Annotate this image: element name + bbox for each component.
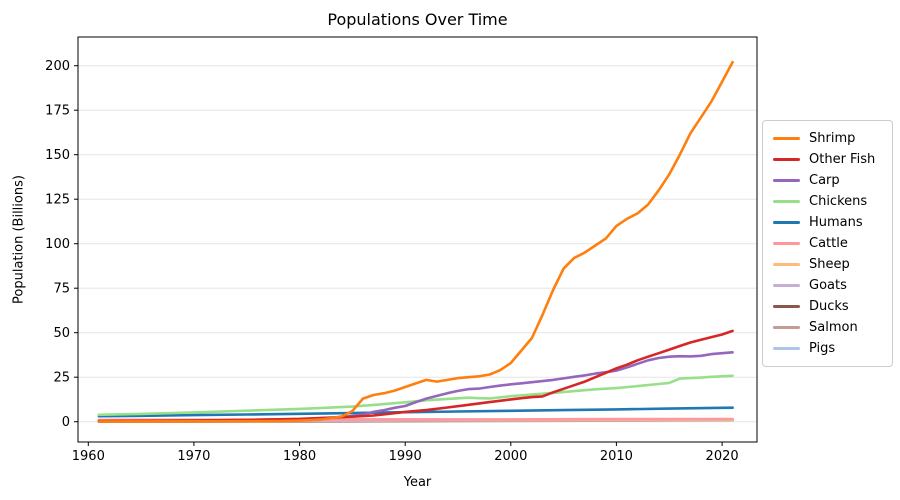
legend-label: Other Fish bbox=[809, 152, 876, 167]
y-tick-label-75: 75 bbox=[53, 282, 70, 297]
y-tick-label-25: 25 bbox=[53, 371, 70, 386]
x-axis-label: Year bbox=[403, 475, 432, 490]
legend-item-pigs: Pigs bbox=[773, 338, 892, 359]
legend-label: Goats bbox=[809, 278, 847, 293]
legend-item-chickens: Chickens bbox=[773, 191, 892, 212]
x-tick-label-2010: 2010 bbox=[600, 449, 633, 464]
legend-label: Shrimp bbox=[809, 131, 856, 146]
legend-label: Carp bbox=[809, 173, 840, 188]
legend-item-goats: Goats bbox=[773, 275, 892, 296]
axes-spines bbox=[77, 36, 758, 443]
legend-label: Cattle bbox=[809, 236, 848, 251]
legend-line-icon bbox=[773, 283, 800, 288]
x-tick-label-2000: 2000 bbox=[494, 449, 527, 464]
legend-label: Chickens bbox=[809, 194, 868, 209]
legend-label: Ducks bbox=[809, 299, 849, 314]
chart-title: Populations Over Time bbox=[327, 10, 508, 29]
legend-line-icon bbox=[773, 304, 800, 309]
series-line-carp bbox=[97, 350, 734, 423]
series-line-chickens bbox=[97, 374, 734, 417]
legend-label: Salmon bbox=[809, 320, 858, 335]
legend-line-icon bbox=[773, 220, 800, 225]
plot-border bbox=[77, 36, 758, 443]
legend: Shrimp Other Fish Carp Chickens Humans Cattle… bbox=[762, 120, 893, 367]
legend-item-cattle: Cattle bbox=[773, 233, 892, 254]
series-line-other-fish bbox=[97, 329, 734, 423]
legend-line-icon bbox=[773, 136, 800, 141]
legend-line-icon bbox=[773, 325, 800, 330]
legend-line-icon bbox=[773, 199, 800, 204]
legend-line-icon bbox=[773, 178, 800, 183]
legend-line-icon bbox=[773, 157, 800, 162]
x-tick-label-1960: 1960 bbox=[72, 449, 105, 464]
axis-ticks: 1960 1970 1980 1990 2000 2010 2020 0 25 50 75 100 12… bbox=[45, 59, 738, 464]
y-tick-label-50: 50 bbox=[53, 326, 70, 341]
legend-item-sheep: Sheep bbox=[773, 254, 892, 275]
y-tick-label-100: 100 bbox=[45, 237, 70, 252]
legend-label: Humans bbox=[809, 215, 863, 230]
legend-item-salmon: Salmon bbox=[773, 317, 892, 338]
legend-label: Sheep bbox=[809, 257, 850, 272]
legend-label: Pigs bbox=[809, 341, 836, 356]
legend-line-icon bbox=[773, 241, 800, 246]
legend-line-icon bbox=[773, 346, 800, 351]
gridlines bbox=[78, 65, 757, 423]
legend-item-carp: Carp bbox=[773, 170, 892, 191]
legend-item-shrimp: Shrimp bbox=[773, 128, 892, 149]
y-tick-label-125: 125 bbox=[45, 193, 70, 208]
legend-item-other-fish: Other Fish bbox=[773, 149, 892, 170]
x-tick-label-1990: 1990 bbox=[389, 449, 422, 464]
y-axis-label: Population (Billions) bbox=[11, 175, 27, 304]
series-line-shrimp bbox=[97, 60, 734, 423]
y-tick-label-175: 175 bbox=[45, 104, 70, 119]
y-tick-label-0: 0 bbox=[62, 415, 70, 430]
x-tick-label-2020: 2020 bbox=[706, 449, 739, 464]
y-tick-label-150: 150 bbox=[45, 148, 70, 163]
legend-item-ducks: Ducks bbox=[773, 296, 892, 317]
legend-line-icon bbox=[773, 262, 800, 267]
x-tick-label-1970: 1970 bbox=[177, 449, 210, 464]
x-tick-label-1980: 1980 bbox=[283, 449, 316, 464]
y-tick-label-200: 200 bbox=[45, 59, 70, 74]
series-lines bbox=[97, 60, 734, 424]
legend-item-humans: Humans bbox=[773, 212, 892, 233]
